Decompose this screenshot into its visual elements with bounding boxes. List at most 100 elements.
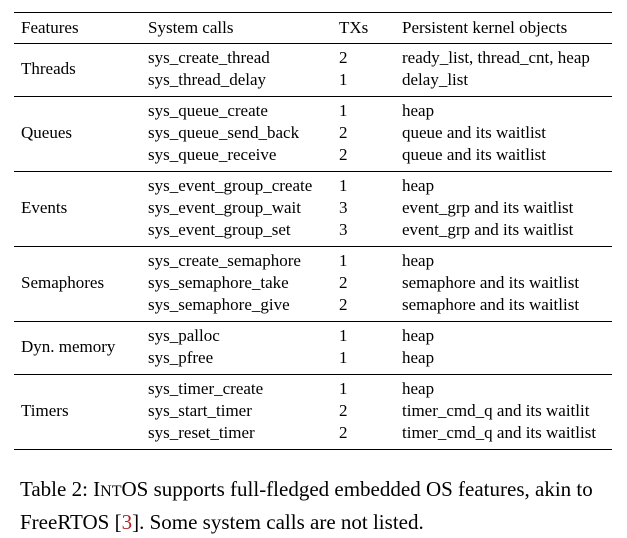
features-table: Features System calls TXs Persistent ker… [14, 12, 612, 450]
tx-count-cell: 1 [339, 348, 348, 367]
system-call-cell: sys_queue_send_back [148, 123, 300, 142]
system-call-cell: sys_thread_delay [148, 70, 267, 89]
kernel-objects-cell: heap [402, 379, 435, 398]
header-persistent-objects: Persistent kernel objects [402, 18, 568, 37]
tx-count-cell: 3 [339, 220, 348, 239]
tx-count-cell: 1 [339, 101, 348, 120]
tx-count-cell: 1 [339, 326, 348, 345]
tx-count-cell: 2 [339, 48, 348, 67]
header-system-calls: System calls [148, 18, 234, 37]
system-call-cell: sys_event_group_wait [148, 198, 301, 217]
table-row: sys_queue_create 1 heap [148, 100, 612, 122]
feature-group: Semaphores sys_create_semaphore 1 heap sys_s… [14, 247, 612, 321]
kernel-objects-cell: heap [402, 176, 435, 195]
table-body: Threads sys_create_thread 2 ready_list, thr… [14, 43, 612, 449]
feature-group: Timers sys_timer_create 1 heap sys_start_tim… [14, 375, 612, 449]
caption-name-smallcaps: NT [100, 483, 122, 500]
header-features: Features [21, 18, 79, 37]
system-call-cell: sys_reset_timer [148, 423, 255, 442]
table-row: sys_pfree 1 heap [148, 347, 612, 369]
feature-rows: sys_create_thread 2 ready_list, thread_cnt… [148, 47, 612, 91]
system-call-cell: sys_palloc [148, 326, 220, 345]
system-call-cell: sys_queue_create [148, 101, 268, 120]
feature-name: Semaphores [21, 273, 105, 292]
tx-count-cell: 3 [339, 198, 348, 217]
tx-count-cell: 1 [339, 379, 348, 398]
tx-count-cell: 2 [339, 273, 348, 292]
feature-rows: sys_palloc 1 heap sys_pfree 1 heap [148, 325, 612, 369]
system-call-cell: sys_start_timer [148, 401, 252, 420]
kernel-objects-cell: queue and its waitlist [402, 123, 547, 142]
caption-system-name: INTOS [93, 477, 148, 501]
group-divider [14, 171, 612, 172]
table-row: sys_event_group_create 1 heap [148, 175, 612, 197]
kernel-objects-cell: timer_cmd_q and its waitlit [402, 401, 590, 420]
group-divider [14, 321, 612, 322]
kernel-objects-cell: timer_cmd_q and its waitlist [402, 423, 597, 442]
tx-count-cell: 2 [339, 401, 348, 420]
tx-count-cell: 2 [339, 123, 348, 142]
group-divider [14, 43, 612, 44]
top-rule [14, 12, 612, 13]
system-call-cell: sys_queue_receive [148, 145, 277, 164]
bottom-rule [14, 449, 612, 450]
table-row: sys_semaphore_give 2 semaphore and its wai… [148, 294, 612, 316]
kernel-objects-cell: heap [402, 326, 435, 345]
table-header: Features System calls TXs Persistent ker… [14, 13, 612, 43]
group-divider [14, 246, 612, 247]
system-call-cell: sys_create_thread [148, 48, 270, 67]
system-call-cell: sys_timer_create [148, 379, 264, 398]
kernel-objects-cell: ready_list, thread_cnt, heap [402, 48, 590, 67]
kernel-objects-cell: heap [402, 101, 435, 120]
tx-count-cell: 2 [339, 295, 348, 314]
feature-rows: sys_event_group_create 1 heap sys_event_gro… [148, 175, 612, 241]
table-row: sys_queue_receive 2 queue and its waitlist [148, 144, 612, 166]
kernel-objects-cell: queue and its waitlist [402, 145, 547, 164]
table-row: sys_create_thread 2 ready_list, thread_cnt… [148, 47, 612, 69]
table-row: sys_queue_send_back 2 queue and its waitli… [148, 122, 612, 144]
feature-group: Queues sys_queue_create 1 heap sys_queue_sen… [14, 97, 612, 171]
kernel-objects-cell: semaphore and its waitlist [402, 295, 580, 314]
system-call-cell: sys_pfree [148, 348, 214, 367]
table-row: sys_palloc 1 heap [148, 325, 612, 347]
kernel-objects-cell: heap [402, 251, 435, 270]
kernel-objects-cell: event_grp and its waitlist [402, 198, 574, 217]
system-call-cell: sys_semaphore_take [148, 273, 289, 292]
feature-rows: sys_timer_create 1 heap sys_start_timer 2 tim… [148, 378, 612, 444]
table-row: sys_thread_delay 1 delay_list [148, 69, 612, 91]
caption-name-initial: I [93, 477, 101, 501]
table-row: sys_reset_timer 2 timer_cmd_q and its wait… [148, 422, 612, 444]
table-row: sys_event_group_wait 3 event_grp and its w… [148, 197, 612, 219]
group-divider [14, 374, 612, 375]
tx-count-cell: 2 [339, 423, 348, 442]
system-call-cell: sys_semaphore_give [148, 295, 290, 314]
kernel-objects-cell: heap [402, 348, 435, 367]
feature-name: Timers [21, 401, 69, 420]
table-row: sys_start_timer 2 timer_cmd_q and its wait… [148, 400, 612, 422]
table-row: sys_timer_create 1 heap [148, 378, 612, 400]
table-row: sys_semaphore_take 2 semaphore and its wai… [148, 272, 612, 294]
feature-group: Threads sys_create_thread 2 ready_list, thr… [14, 44, 612, 96]
feature-name: Threads [21, 59, 76, 78]
feature-name: Dyn. memory [21, 337, 116, 356]
caption-text-after-cite: ]. Some system calls are not listed. [132, 510, 424, 534]
kernel-objects-cell: event_grp and its waitlist [402, 220, 574, 239]
feature-name: Queues [21, 123, 72, 142]
feature-group: Dyn. memory sys_palloc 1 heap sys_pfree 1 heap [14, 322, 612, 374]
feature-rows: sys_queue_create 1 heap sys_queue_send_back… [148, 100, 612, 166]
feature-name: Events [21, 198, 68, 217]
caption-name-rest: OS [121, 477, 149, 501]
kernel-objects-cell: semaphore and its waitlist [402, 273, 580, 292]
caption-label: Table 2: [20, 477, 88, 501]
tx-count-cell: 1 [339, 251, 348, 270]
kernel-objects-cell: delay_list [402, 70, 469, 89]
table-caption: Table 2: INTOS supports full-fledged emb… [20, 474, 620, 537]
caption-citation-link[interactable]: 3 [121, 510, 133, 534]
tx-count-cell: 1 [339, 70, 348, 89]
group-divider [14, 96, 612, 97]
caption-text-before-cite: supports full-fledged embedded OS featur… [20, 477, 593, 534]
tx-count-cell: 2 [339, 145, 348, 164]
system-call-cell: sys_event_group_set [148, 220, 291, 239]
feature-group: Events sys_event_group_create 1 heap sys_eve… [14, 172, 612, 246]
feature-rows: sys_create_semaphore 1 heap sys_semaphore_t… [148, 250, 612, 316]
